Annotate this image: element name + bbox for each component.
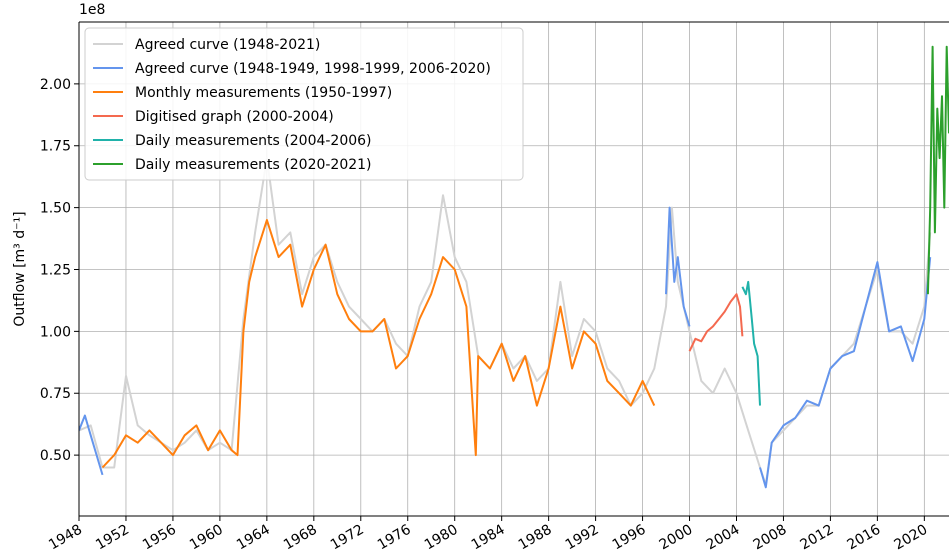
- x-tick-label: 1952: [93, 522, 132, 554]
- series-line: [101, 219, 656, 469]
- x-tick-label: 2020: [891, 522, 930, 554]
- x-tick-label: 1968: [281, 522, 320, 554]
- legend-label: Agreed curve (1948-2021): [135, 37, 320, 53]
- x-tick-label: 1964: [234, 522, 273, 554]
- y-tick-label: 1.75: [40, 139, 71, 155]
- legend-label: Digitised graph (2000-2004): [135, 109, 334, 125]
- x-tick-label: 1984: [469, 522, 508, 554]
- y-axis-label: Outflow [m³ d⁻¹]: [12, 211, 28, 326]
- x-tick-label: 1972: [328, 522, 367, 554]
- axes-frame: [78, 21, 949, 517]
- legend-label: Daily measurements (2020-2021): [135, 157, 372, 173]
- y-tick-label: 1.00: [40, 324, 71, 340]
- y-tick-label: 1.50: [40, 201, 71, 217]
- series-line: [688, 293, 744, 352]
- x-tick-label: 1956: [140, 522, 179, 554]
- series-line: [741, 280, 761, 406]
- x-tick-label: 1996: [610, 522, 649, 554]
- y-tick-label: 1.25: [40, 262, 71, 278]
- x-tick-label: 1960: [187, 522, 226, 554]
- x-tick-label: 1992: [563, 522, 602, 554]
- legend-label: Monthly measurements (1950-1997): [135, 85, 392, 101]
- x-tick-label: 1976: [375, 522, 414, 554]
- series-line: [79, 157, 932, 486]
- series-line: [79, 206, 932, 489]
- y-tick-label: 2.00: [40, 77, 71, 93]
- x-tick-label: 2004: [704, 522, 743, 554]
- legend-label: Daily measurements (2004-2006): [135, 133, 372, 149]
- x-tick-label: 2000: [657, 522, 696, 554]
- x-tick-label: 1980: [422, 522, 461, 554]
- x-tick-label: 2016: [845, 522, 884, 554]
- y-tick-label: 0.50: [40, 448, 71, 464]
- y-offset-label: 1e8: [79, 2, 105, 18]
- legend-box: [84, 27, 524, 181]
- x-tick-label: 1948: [46, 522, 85, 554]
- x-tick-label: 2012: [798, 522, 837, 554]
- x-tick-label: 2008: [751, 522, 790, 554]
- legend-label: Agreed curve (1948-1949, 1998-1999, 2006…: [135, 61, 491, 77]
- x-tick-label: 1988: [516, 522, 555, 554]
- series-line: [926, 45, 949, 295]
- y-tick-label: 0.75: [40, 386, 71, 402]
